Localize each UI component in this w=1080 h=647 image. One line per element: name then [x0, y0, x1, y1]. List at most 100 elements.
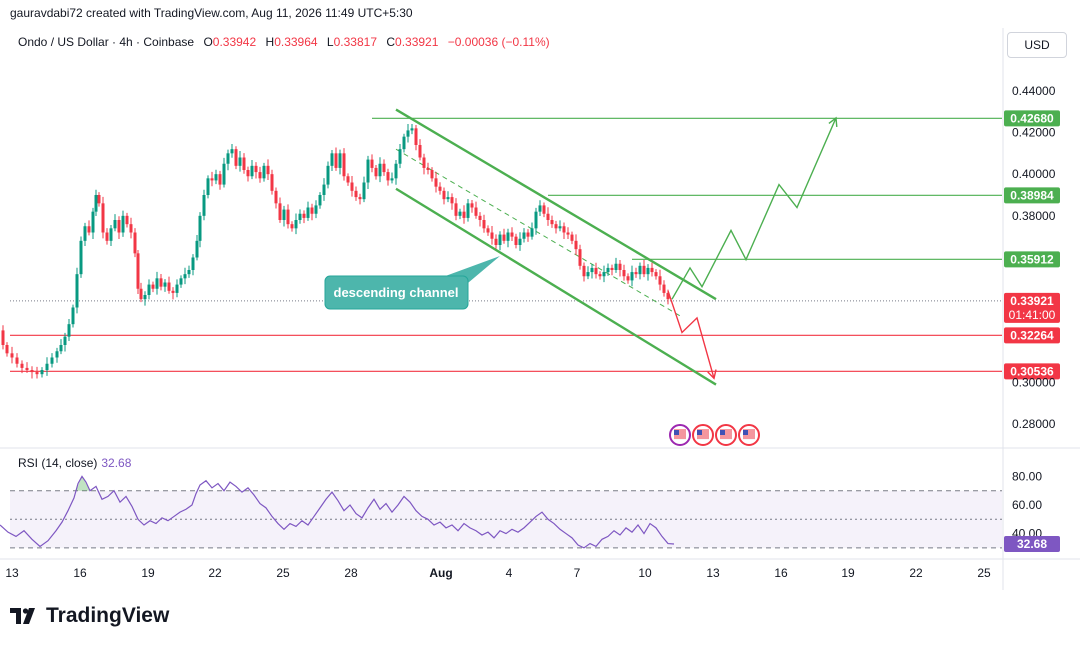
rsi-legend[interactable]: RSI (14, close) 32.68 — [18, 456, 131, 470]
candle-body — [75, 274, 79, 308]
candle-body — [210, 178, 214, 181]
candle-body — [246, 170, 250, 177]
candle-body — [630, 272, 634, 281]
candle-body — [314, 205, 318, 214]
candle-body — [354, 190, 358, 198]
channel-upper-line[interactable] — [395, 108, 717, 301]
close-value: 0.33921 — [395, 35, 439, 49]
candle-body — [666, 292, 670, 300]
candle-body — [398, 149, 402, 164]
level-tag[interactable] — [1004, 251, 1060, 268]
candle-body — [358, 197, 362, 200]
candle-body — [514, 236, 518, 245]
level-tag[interactable] — [1004, 110, 1060, 127]
rsi-line — [0, 475, 675, 549]
candle-body — [55, 351, 59, 358]
candle-body — [45, 363, 49, 370]
candle-body — [442, 190, 446, 200]
candle-body — [206, 178, 210, 195]
candle-body — [558, 226, 562, 229]
candle-body — [506, 232, 510, 241]
candle-body — [570, 234, 574, 241]
bearish-projection-path[interactable] — [667, 290, 715, 379]
change-value: −0.00036 (−0.11%) — [447, 35, 550, 49]
channel-lower-line[interactable] — [395, 187, 717, 386]
candle-body — [94, 195, 98, 212]
candle-body — [594, 267, 598, 275]
descending-channel[interactable] — [395, 108, 717, 386]
flag-icon[interactable] — [715, 424, 737, 446]
candle-body — [30, 370, 34, 373]
level-tag[interactable] — [1004, 327, 1060, 344]
flag-icon[interactable] — [692, 424, 714, 446]
symbol-title[interactable]: Ondo / US Dollar · 4h · Coinbase — [18, 35, 195, 49]
candle-body — [662, 284, 666, 293]
candle-body — [614, 263, 618, 270]
candle-body — [147, 284, 151, 295]
candle-body — [346, 176, 350, 183]
price-axis[interactable]: 80.0060.0040.0032.680.440000.420000.4000… — [1004, 84, 1060, 553]
level-tag-label: 0.32264 — [1010, 328, 1054, 342]
candle-body — [374, 167, 378, 177]
level-tag[interactable] — [1004, 363, 1060, 380]
candle-body — [634, 272, 638, 275]
candle-body — [218, 174, 222, 185]
candle-body — [566, 232, 570, 235]
candle-body — [578, 249, 582, 266]
rsi-tick-label: 60.00 — [1012, 498, 1042, 512]
horizontal-levels[interactable]: 0.42680 0.38984 0.35912 0.32264 0.30536 0.339… — [10, 110, 1060, 380]
time-tick-label: 4 — [506, 566, 513, 580]
candle-body — [83, 226, 87, 241]
candle-body — [522, 232, 526, 239]
last-price-tag[interactable] — [1004, 292, 1060, 323]
candle-body — [234, 149, 238, 166]
bullish-projection-path[interactable] — [671, 117, 837, 300]
candle-body — [40, 370, 44, 375]
time-axis[interactable]: 13 16 19 22 25 28 Aug 4 7 10 13 16 19 22 25 — [5, 566, 991, 580]
event-icons[interactable] — [669, 424, 760, 446]
candle-body — [238, 157, 242, 166]
candle-body — [458, 211, 462, 216]
candle-body — [590, 267, 594, 273]
candle-body — [262, 165, 266, 179]
candle-body — [91, 211, 95, 233]
candle-body — [394, 163, 398, 179]
candle-body — [270, 174, 274, 191]
price-tick-label: 0.40000 — [1012, 167, 1056, 181]
candle-body — [318, 195, 322, 206]
rsi-tick-label: 80.00 — [1012, 469, 1042, 483]
time-tick-label: 7 — [574, 566, 581, 580]
candle-body — [478, 215, 482, 220]
candle-body — [658, 276, 662, 285]
rsi-value-tag[interactable] — [1004, 536, 1060, 553]
candle-body — [187, 270, 191, 275]
candle-body — [582, 265, 586, 277]
candle-body — [414, 128, 418, 145]
countdown-label: 01:41:00 — [1009, 308, 1056, 322]
candle-body — [486, 228, 490, 233]
tradingview-logo[interactable]: TradingView — [10, 604, 169, 628]
candle-body — [494, 238, 498, 245]
candle-body — [59, 345, 63, 352]
candle-body — [282, 209, 286, 220]
callout-box[interactable] — [324, 275, 469, 310]
candle-body — [35, 372, 39, 375]
candle-body — [562, 226, 566, 233]
candle-body — [526, 232, 530, 237]
candle-body — [155, 278, 159, 289]
candle-body — [191, 257, 195, 270]
currency-button[interactable]: USD — [1007, 32, 1067, 58]
flag-icon[interactable] — [669, 424, 691, 446]
descending-channel-callout[interactable]: descending channel — [324, 256, 500, 310]
candle-body — [226, 153, 230, 164]
candle-body — [159, 278, 163, 287]
projection-paths[interactable] — [667, 116, 838, 380]
candle-body — [202, 195, 206, 216]
channel-mid-line[interactable] — [395, 148, 681, 317]
candle-body — [286, 209, 290, 225]
level-tag[interactable] — [1004, 187, 1060, 204]
flag-icon[interactable] — [738, 424, 760, 446]
candle-body — [470, 203, 474, 208]
level-tag-label: 0.30536 — [1010, 364, 1054, 378]
